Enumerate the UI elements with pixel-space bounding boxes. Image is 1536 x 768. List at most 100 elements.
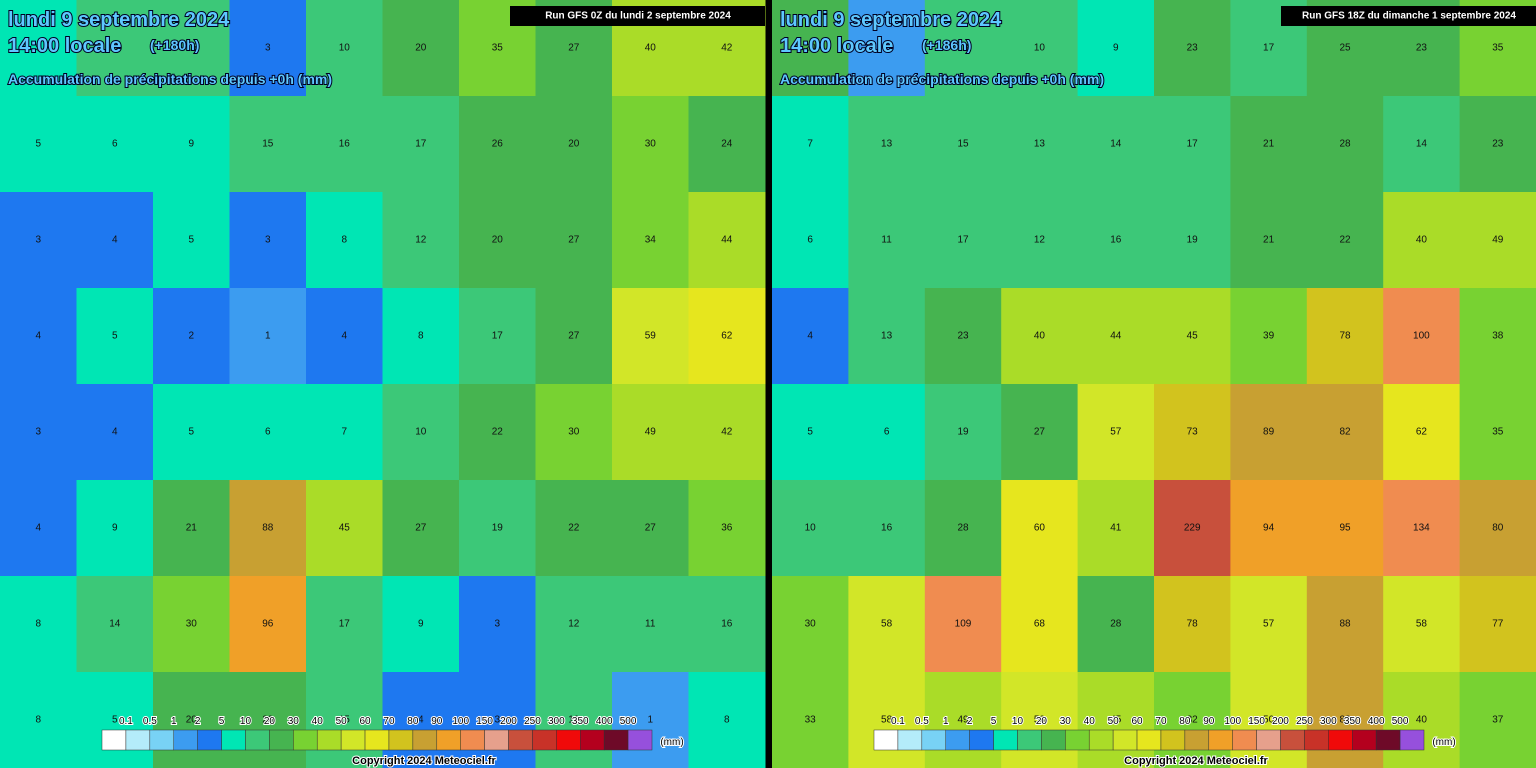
precip-value: 58 (1416, 619, 1428, 630)
precip-cell (1230, 96, 1308, 193)
precip-value: 1 (647, 715, 653, 726)
precip-value: 9 (418, 619, 424, 630)
precip-cell (1154, 384, 1231, 481)
precip-value: 44 (1110, 331, 1122, 342)
precip-value: 78 (1339, 331, 1351, 342)
precip-cell (612, 480, 689, 577)
precip-value: 32 (1187, 715, 1199, 726)
precip-cell (1306, 192, 1384, 289)
precip-value: 23 (1492, 139, 1504, 150)
precip-cell (382, 192, 460, 289)
precip-value: 21 (1263, 235, 1275, 246)
precip-value: 42 (721, 43, 733, 54)
precip-cell (1459, 384, 1536, 481)
precip-value: 7 (807, 139, 813, 150)
precip-cell (535, 192, 613, 289)
precip-cell (76, 96, 154, 193)
run-box (1281, 6, 1536, 26)
precip-value: 17 (957, 235, 969, 246)
precip-value: 27 (415, 523, 427, 534)
precip-cell (1154, 96, 1231, 193)
legend-swatch (1160, 729, 1186, 751)
precip-value: 20 (415, 43, 427, 54)
legend-swatch (1041, 729, 1066, 751)
precip-cell (76, 480, 154, 577)
precip-cell (1077, 576, 1155, 673)
precip-cell (612, 576, 689, 673)
precip-cell (1077, 0, 1155, 97)
precip-cell (612, 384, 689, 481)
subtitle: Accumulation de précipitations depuis +0… (780, 71, 1104, 87)
precip-cell (382, 384, 460, 481)
legend-swatch (388, 729, 414, 751)
precip-value: 15 (186, 43, 198, 54)
legend-swatch (969, 729, 994, 751)
precip-value: 18 (957, 43, 969, 54)
precip-cell (1077, 288, 1155, 385)
precip-cell (612, 672, 689, 768)
precip-cell (153, 672, 230, 768)
precip-value: 57 (1110, 427, 1122, 438)
precip-cell (772, 96, 849, 193)
legend-swatch (364, 729, 390, 751)
precip-value: 8 (35, 619, 41, 630)
precip-value: 2 (188, 331, 194, 342)
precip-value: 78 (1187, 619, 1199, 630)
precip-cell (229, 480, 307, 577)
legend-tick: 20 (264, 716, 276, 727)
subtitle: Accumulation de précipitations depuis +0… (8, 71, 332, 87)
legend-tick: 350 (1344, 716, 1361, 727)
precip-value: 9 (112, 523, 118, 534)
precip-value: 95 (1339, 523, 1351, 534)
legend-swatch (627, 729, 653, 751)
precip-value: 30 (568, 427, 580, 438)
precip-cell (1230, 672, 1308, 768)
precip-value: 12 (415, 235, 427, 246)
precip-value: 14 (109, 619, 121, 630)
precip-cell (1383, 96, 1461, 193)
legend-tick: 500 (1392, 716, 1409, 727)
precip-cell (535, 576, 613, 673)
precip-cell (848, 384, 926, 481)
precip-value: 17 (339, 619, 351, 630)
precip-cell (459, 480, 536, 577)
legend-swatch (945, 729, 970, 751)
precip-cell (1383, 288, 1461, 385)
precip-value: 15 (262, 139, 274, 150)
precip-value: 4 (112, 427, 118, 438)
legend-tick: 100 (452, 716, 469, 727)
precip-value: 30 (186, 619, 198, 630)
precip-cell (459, 288, 536, 385)
precip-cell (306, 480, 383, 577)
precip-cell (1001, 288, 1079, 385)
legend-swatch (293, 729, 318, 751)
legend-tick: 50 (336, 716, 348, 727)
precip-value: 16 (721, 619, 733, 630)
legend-swatch (412, 729, 438, 751)
precip-value: 109 (955, 619, 972, 630)
precip-value: 9 (1113, 43, 1119, 54)
precip-value: 19 (492, 523, 504, 534)
legend-tick: 10 (1012, 716, 1024, 727)
precip-value: 5 (35, 43, 41, 54)
legend-tick: 100 (1224, 716, 1241, 727)
precip-cell (459, 96, 536, 193)
precip-cell (924, 384, 1002, 481)
precip-cell (306, 384, 383, 481)
precip-value: 10 (805, 523, 817, 534)
precip-value: 20 (568, 139, 580, 150)
legend-swatch (484, 729, 509, 751)
legend-tick: 0.1 (119, 716, 133, 727)
precip-cell (0, 384, 77, 481)
legend-tick: 50 (1108, 716, 1120, 727)
precip-value: 3 (265, 235, 271, 246)
legend-tick: 30 (288, 716, 300, 727)
precip-cell (382, 480, 460, 577)
precip-cell (1306, 384, 1384, 481)
precip-value: 21 (1263, 139, 1275, 150)
precip-value: 15 (339, 715, 351, 726)
precip-cell (772, 288, 849, 385)
precip-value: 27 (1034, 427, 1046, 438)
precip-value: 17 (492, 331, 504, 342)
precip-value: 6 (265, 427, 271, 438)
